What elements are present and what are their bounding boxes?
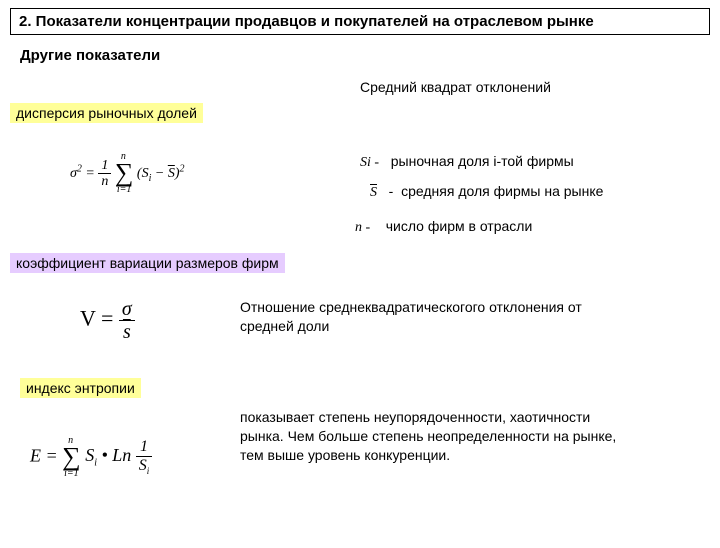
label-entropy: индекс энтропии bbox=[20, 378, 141, 398]
description-entropy: показывает степень неупорядоченности, ха… bbox=[240, 408, 620, 465]
description-cv: Отношение среднеквадратическогого отклон… bbox=[240, 298, 600, 336]
legend-sbar: S - средняя доля фирмы на рынке bbox=[370, 183, 603, 201]
formula-variance: σ2 = 1n ∑ni=1 (Si − S)2 bbox=[70, 158, 184, 190]
legend-sbar-text: средняя доля фирмы на рынке bbox=[401, 183, 603, 199]
legend-sbar-sym: S bbox=[370, 185, 377, 200]
legend-n-sym: n - bbox=[355, 220, 370, 235]
formula-cv: V = σs bbox=[80, 298, 135, 343]
legend-si: Si - рыночная доля i-той фирмы bbox=[360, 153, 574, 171]
legend-si-text: рыночная доля i-той фирмы bbox=[391, 153, 574, 169]
legend-n-text: число фирм в отрасли bbox=[386, 218, 533, 234]
subtitle: Другие показатели bbox=[20, 47, 720, 64]
legend-si-sym: Si - bbox=[360, 155, 379, 170]
formula-entropy: E = ∑ni=1 Si • Ln 1Si bbox=[30, 438, 152, 477]
heading-mean-square: Средний квадрат отклонений bbox=[360, 78, 610, 97]
slide-title: 2. Показатели концентрации продавцов и п… bbox=[10, 8, 710, 35]
legend-n: n - число фирм в отрасли bbox=[355, 218, 532, 236]
label-dispersion: дисперсия рыночных долей bbox=[10, 103, 203, 123]
label-cv: коэффициент вариации размеров фирм bbox=[10, 253, 285, 273]
legend-sbar-dash: - bbox=[389, 183, 394, 199]
